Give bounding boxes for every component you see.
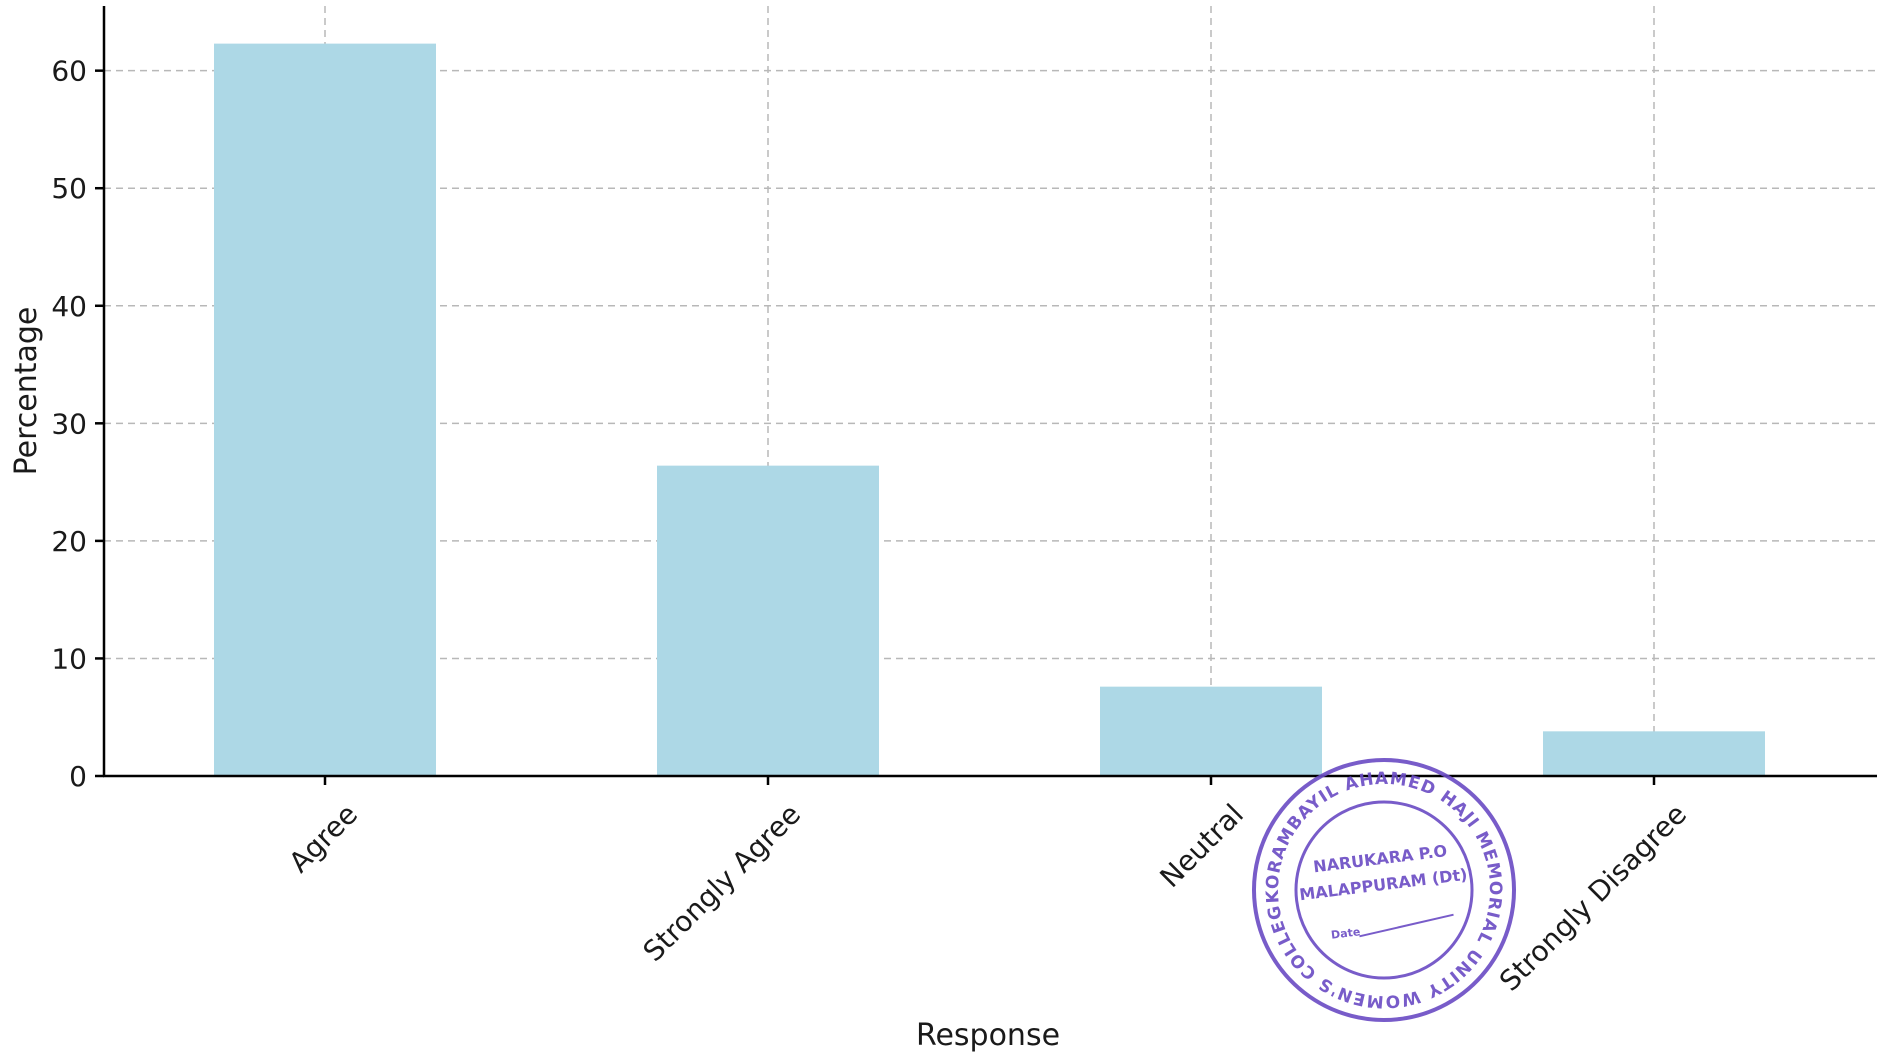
bar-agree (214, 43, 436, 776)
bars-layer (214, 43, 1765, 776)
y-axis-title: Percentage (9, 307, 44, 476)
stamp-date-label: Date (1330, 925, 1361, 941)
y-tick-label: 50 (51, 172, 87, 205)
bar-strongly-disagree (1543, 731, 1765, 776)
y-tick-label: 10 (51, 642, 87, 675)
y-tick-label: 30 (51, 407, 87, 440)
axes-layer (102, 6, 1877, 778)
x-axis-title: Response (916, 1018, 1060, 1053)
college-stamp: KORAMBAYIL AHAMED HAJI MEMORIAL UNITY WO… (1249, 755, 1519, 1025)
bar-neutral (1100, 686, 1322, 776)
x-tick-label: Neutral (1154, 798, 1250, 894)
y-tick-label: 20 (51, 525, 87, 558)
stamp-outer-ring (1252, 758, 1516, 1022)
bar-strongly-agree (657, 465, 879, 776)
stamp-inner-ring (1294, 800, 1474, 980)
ticks-layer (95, 69, 1656, 785)
x-tick-label: Strongly Agree (637, 798, 807, 968)
x-tick-label: Strongly Disagree (1493, 798, 1693, 998)
x-tick-label: Agree (282, 798, 364, 880)
stamp-date-line (1359, 913, 1454, 938)
y-tick-label: 0 (69, 760, 87, 793)
y-tick-label: 60 (51, 55, 87, 88)
y-tick-label: 40 (51, 290, 87, 323)
